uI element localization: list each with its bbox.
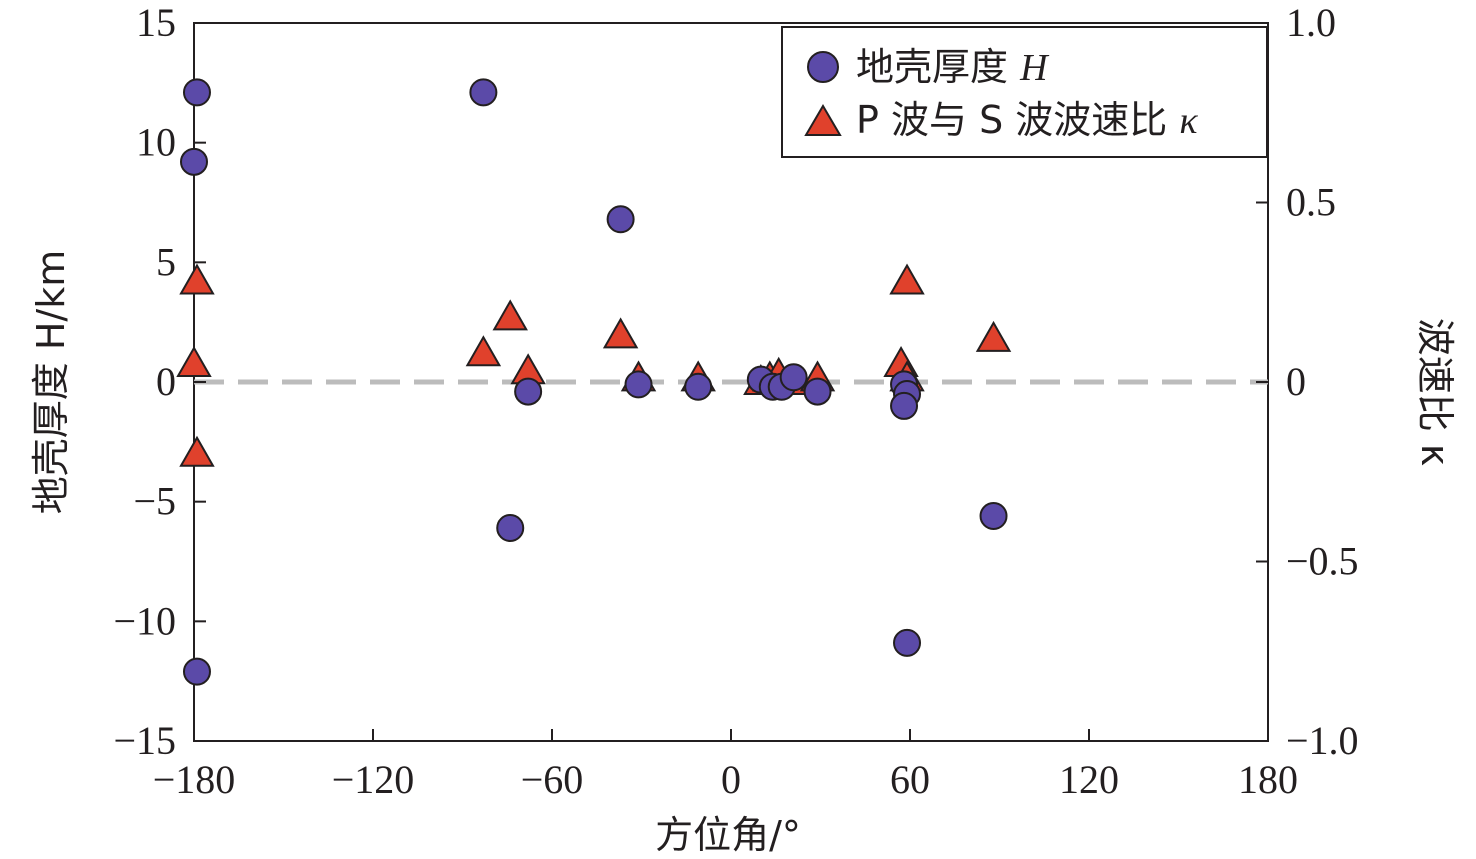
thickness-point xyxy=(890,391,919,420)
x-tick-label: −120 xyxy=(332,757,415,802)
thickness-point xyxy=(684,372,713,401)
kappa-point xyxy=(889,263,925,295)
legend-label-kappa-symbol: κ xyxy=(1179,100,1198,142)
legend-label-kappa-text: P 波与 S 波波速比 xyxy=(856,98,1179,142)
y-axis-left: −15 −10 −5 0 5 10 15 xyxy=(113,0,206,763)
thickness-point xyxy=(779,363,808,392)
kappa-point xyxy=(975,320,1012,352)
thickness-point xyxy=(496,513,525,542)
legend-label-thickness-text: 地壳厚度 xyxy=(856,45,1020,89)
thickness-point xyxy=(182,78,211,107)
thickness-point xyxy=(182,657,211,686)
kappa-point xyxy=(179,435,215,467)
y-right-tick-label: 0.5 xyxy=(1286,180,1336,225)
thickness-point xyxy=(979,502,1008,531)
legend-circle-marker xyxy=(807,51,839,83)
y-axis-right-title: 波速比 κ xyxy=(1413,318,1457,466)
y-right-tick-label: −0.5 xyxy=(1286,539,1359,584)
y-left-tick-label: 10 xyxy=(136,120,176,165)
kappa-point xyxy=(176,346,212,378)
y-left-tick-label: 5 xyxy=(156,239,176,284)
series-thickness xyxy=(180,78,1008,686)
thickness-point xyxy=(893,628,922,657)
x-tick-label: 0 xyxy=(721,757,741,802)
x-tick-label: −180 xyxy=(153,757,236,802)
y-right-tick-label: 0 xyxy=(1286,359,1306,404)
thickness-point xyxy=(803,377,832,406)
x-tick-label: 120 xyxy=(1059,757,1119,802)
kappa-point xyxy=(602,317,639,349)
legend-triangle-marker xyxy=(804,104,842,136)
thickness-point xyxy=(514,377,543,406)
y-left-tick-label: 15 xyxy=(136,0,176,45)
thickness-point xyxy=(469,78,498,107)
kappa-point xyxy=(179,263,215,295)
legend-label-thickness-symbol: H xyxy=(1019,47,1050,89)
legend-box xyxy=(781,26,1268,158)
thickness-point xyxy=(606,205,635,234)
y-right-tick-label: −1.0 xyxy=(1286,718,1359,763)
legend: 地壳厚度 H P 波与 S 波波速比 κ xyxy=(781,26,1268,158)
y-left-tick-label: 0 xyxy=(156,359,176,404)
y-axis-left-title: 地壳厚度 H/km xyxy=(29,250,73,514)
legend-label-thickness: 地壳厚度 H xyxy=(856,45,1050,89)
kappa-point xyxy=(465,335,502,367)
series-kappa xyxy=(176,263,1012,467)
y-left-tick-label: −10 xyxy=(113,598,176,643)
thickness-point xyxy=(624,370,653,399)
x-tick-label: 180 xyxy=(1238,757,1298,802)
y-left-tick-label: −5 xyxy=(133,479,176,524)
thickness-point xyxy=(180,147,208,176)
y-right-tick-label: 1.0 xyxy=(1286,0,1336,45)
y-axis-right: −1.0 −0.5 0 0.5 1.0 xyxy=(1256,0,1359,763)
kappa-point xyxy=(492,299,528,331)
x-tick-label: −60 xyxy=(521,757,584,802)
x-axis: −180 −120 −60 0 60 120 180 xyxy=(153,729,1298,802)
y-left-tick-label: −15 xyxy=(113,718,176,763)
legend-label-kappa: P 波与 S 波波速比 κ xyxy=(856,98,1198,142)
x-axis-title: 方位角/° xyxy=(655,813,801,857)
x-tick-label: 60 xyxy=(890,757,930,802)
